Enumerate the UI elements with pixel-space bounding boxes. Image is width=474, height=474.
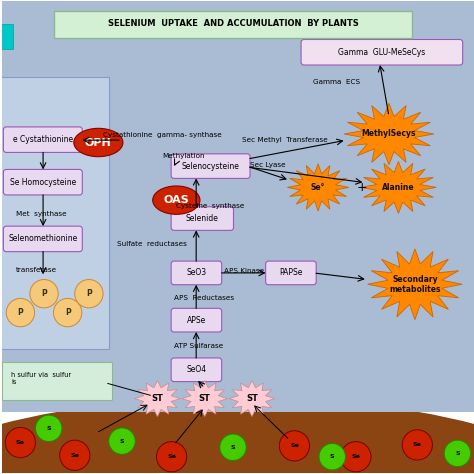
Text: OAS: OAS xyxy=(164,195,189,205)
FancyBboxPatch shape xyxy=(0,77,109,349)
Text: Se: Se xyxy=(16,440,25,445)
FancyBboxPatch shape xyxy=(3,127,82,153)
Text: Sec Methyl  Transferase: Sec Methyl Transferase xyxy=(243,137,328,143)
Text: P: P xyxy=(41,289,47,298)
FancyBboxPatch shape xyxy=(3,169,82,195)
Text: ATP Sulfarase: ATP Sulfarase xyxy=(174,343,223,349)
Text: ST: ST xyxy=(152,394,164,403)
Text: ST: ST xyxy=(246,394,258,403)
FancyBboxPatch shape xyxy=(2,362,111,400)
Text: Selenide: Selenide xyxy=(186,214,219,223)
Text: SeO3: SeO3 xyxy=(186,268,207,277)
FancyBboxPatch shape xyxy=(171,154,250,178)
Text: Cysteine  synthase: Cysteine synthase xyxy=(176,203,245,210)
Text: Se: Se xyxy=(413,442,422,447)
Text: Alanine: Alanine xyxy=(382,183,415,192)
FancyBboxPatch shape xyxy=(171,207,234,230)
Text: SELENIUM  UPTAKE  AND ACCUMULATION  BY PLANTS: SELENIUM UPTAKE AND ACCUMULATION BY PLAN… xyxy=(108,19,358,28)
Text: P: P xyxy=(18,308,23,317)
FancyBboxPatch shape xyxy=(265,261,316,285)
Text: Secondary
metabolites: Secondary metabolites xyxy=(389,274,441,294)
FancyBboxPatch shape xyxy=(171,309,222,332)
Polygon shape xyxy=(135,381,180,417)
Polygon shape xyxy=(361,162,436,213)
Circle shape xyxy=(5,428,36,458)
Text: APSe: APSe xyxy=(187,316,206,325)
Text: Se°: Se° xyxy=(311,183,325,192)
Text: e Cystathionine: e Cystathionine xyxy=(13,135,73,144)
Text: Selenomethionine: Selenomethionine xyxy=(8,234,77,243)
Circle shape xyxy=(6,299,35,327)
Text: S: S xyxy=(231,445,235,450)
FancyBboxPatch shape xyxy=(301,39,463,65)
Text: h sulfur via  sulfur
ls: h sulfur via sulfur ls xyxy=(11,372,71,385)
Text: S: S xyxy=(455,451,460,456)
Polygon shape xyxy=(229,381,274,417)
Text: Se: Se xyxy=(290,443,299,448)
Circle shape xyxy=(30,280,58,308)
Circle shape xyxy=(109,428,135,455)
Text: Sulfate  reductases: Sulfate reductases xyxy=(117,241,187,246)
Text: Cystathionine  gamma- synthase: Cystathionine gamma- synthase xyxy=(103,132,222,138)
Text: S: S xyxy=(330,454,335,459)
Text: MethylSecys: MethylSecys xyxy=(362,129,416,138)
Circle shape xyxy=(60,440,90,470)
FancyBboxPatch shape xyxy=(171,261,222,285)
Text: Sec Lyase: Sec Lyase xyxy=(250,162,285,168)
Circle shape xyxy=(319,444,346,470)
Circle shape xyxy=(75,280,103,308)
Text: ST: ST xyxy=(199,394,210,403)
Ellipse shape xyxy=(0,398,474,474)
Text: Se: Se xyxy=(167,454,176,459)
FancyBboxPatch shape xyxy=(3,226,82,252)
Ellipse shape xyxy=(74,128,123,157)
Text: OPH: OPH xyxy=(85,137,112,147)
Text: +: + xyxy=(356,181,367,194)
Polygon shape xyxy=(287,164,349,211)
Text: Met  synthase: Met synthase xyxy=(16,211,66,217)
Polygon shape xyxy=(1,1,474,412)
Circle shape xyxy=(279,431,310,461)
Text: APS Kinase: APS Kinase xyxy=(224,268,264,274)
Text: Se: Se xyxy=(70,453,79,458)
Text: APS  Reductases: APS Reductases xyxy=(174,295,234,301)
FancyBboxPatch shape xyxy=(1,24,13,49)
FancyBboxPatch shape xyxy=(171,358,222,382)
Polygon shape xyxy=(182,381,228,417)
Circle shape xyxy=(444,440,471,466)
FancyBboxPatch shape xyxy=(54,11,412,37)
Circle shape xyxy=(54,299,82,327)
Circle shape xyxy=(220,434,246,460)
Polygon shape xyxy=(344,103,434,164)
Polygon shape xyxy=(368,249,462,319)
Text: Gamma  ECS: Gamma ECS xyxy=(313,79,360,85)
Text: Methylation: Methylation xyxy=(162,153,205,159)
Ellipse shape xyxy=(153,186,200,214)
Circle shape xyxy=(341,442,371,472)
Text: S: S xyxy=(46,426,51,431)
Text: P: P xyxy=(65,308,71,317)
Circle shape xyxy=(36,415,62,442)
Text: Gamma  GLU-MeSeCys: Gamma GLU-MeSeCys xyxy=(338,48,426,57)
Text: SeO4: SeO4 xyxy=(186,365,207,374)
Text: Se Homocysteine: Se Homocysteine xyxy=(10,178,76,187)
Text: transferase: transferase xyxy=(16,267,57,273)
Circle shape xyxy=(156,442,187,472)
Polygon shape xyxy=(1,386,474,412)
Text: S: S xyxy=(119,438,124,444)
Text: Se: Se xyxy=(351,454,360,459)
Text: PAPSe: PAPSe xyxy=(279,268,302,277)
Text: Selenocysteine: Selenocysteine xyxy=(182,162,239,171)
Text: P: P xyxy=(86,289,92,298)
Circle shape xyxy=(402,430,432,460)
